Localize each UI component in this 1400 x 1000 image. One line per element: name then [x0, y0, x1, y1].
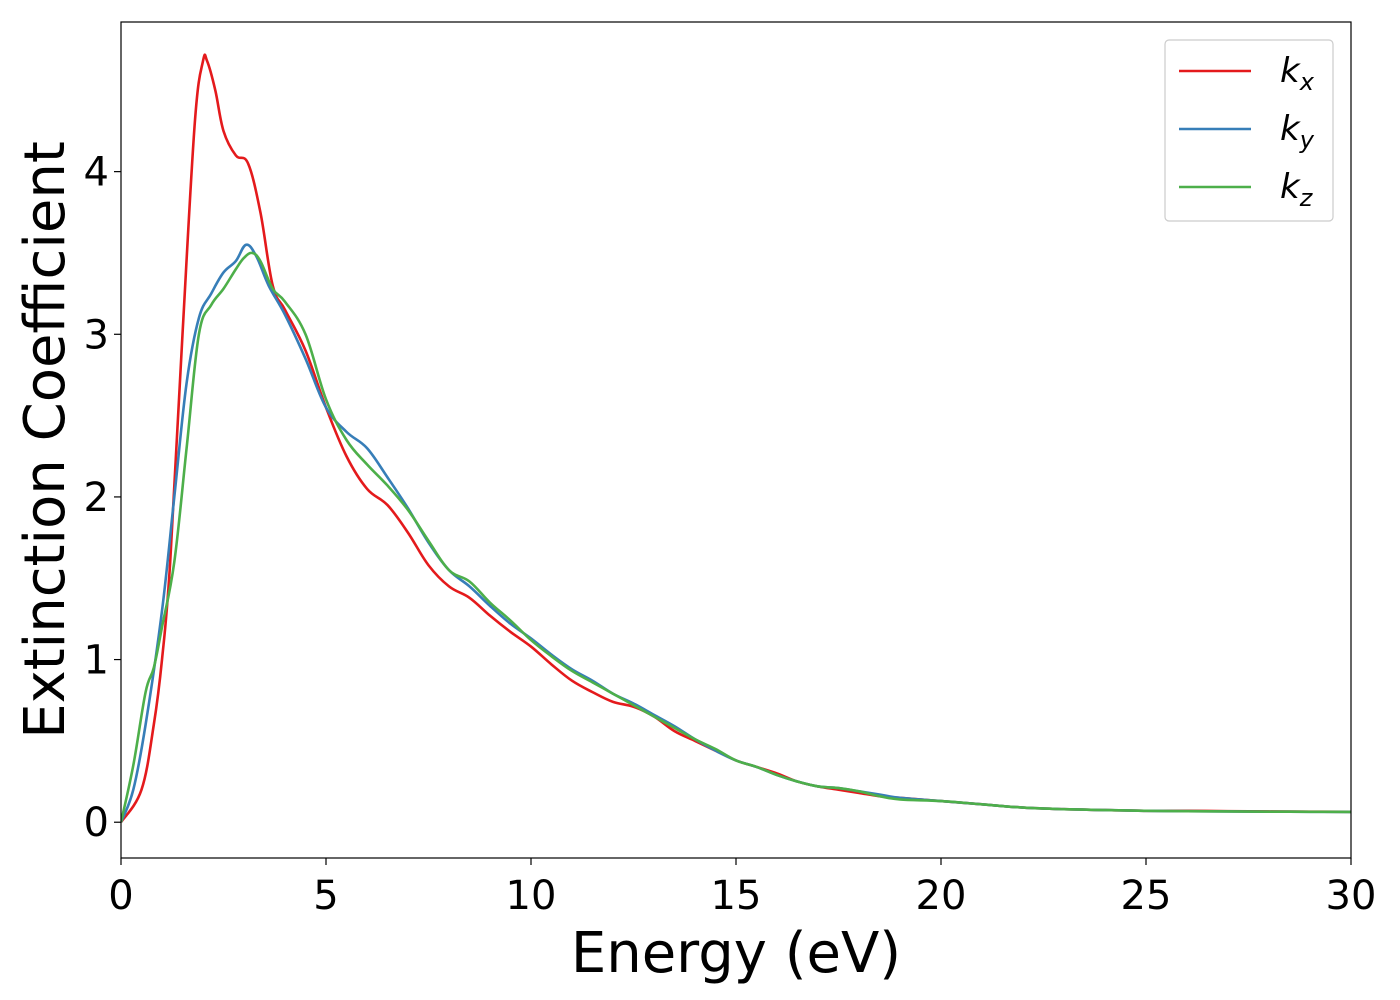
series-layer [121, 53, 1351, 823]
series-line-z [121, 251, 1351, 823]
x-tick-label: 5 [313, 873, 338, 919]
x-tick-label: 20 [916, 873, 967, 919]
y-tick-label: 2 [84, 475, 109, 521]
y-tick-label: 4 [84, 150, 109, 196]
legend: kx ky kz [1164, 39, 1334, 222]
y-tick-label: 1 [84, 638, 109, 684]
legend-box [1164, 39, 1334, 222]
x-tick-label: 25 [1121, 873, 1172, 919]
legend-label-z: kz [1280, 167, 1314, 212]
x-tick-label: 30 [1326, 873, 1377, 919]
y-axis-title: Extinction Coefficient [13, 141, 78, 739]
y-tick-label: 0 [84, 800, 109, 846]
legend-label-y: ky [1280, 109, 1315, 154]
legend-label-x: kx [1280, 51, 1315, 96]
y-tick-label: 3 [84, 312, 109, 358]
x-tick-label: 15 [711, 873, 762, 919]
y-axis: 0 1 2 3 4 [84, 150, 121, 846]
x-axis-title: Energy (eV) [571, 921, 901, 986]
x-tick-label: 0 [108, 873, 133, 919]
x-axis: 0 5 10 15 20 25 30 [108, 858, 1376, 919]
x-tick-label: 10 [506, 873, 557, 919]
